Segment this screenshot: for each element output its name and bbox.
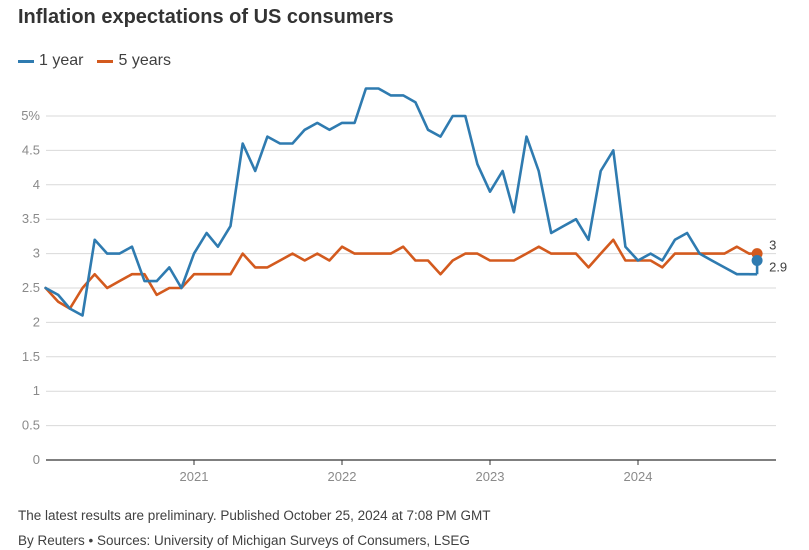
line-chart: 0 0.5 1 1.5 2 2.5 3 3.5 4 4.5 5% 2021 2022 2023 2024 3 2… <box>21 87 787 484</box>
end-label-1-year: 2.9 <box>769 259 787 274</box>
legend-swatch-1-year <box>18 59 34 63</box>
chart-legend: 1 year 5 years <box>18 52 185 70</box>
x-tick-label-2022: 2022 <box>328 469 357 484</box>
series-line-1-year <box>44 87 751 317</box>
chart-title: Inflation expectations of US consumers <box>18 6 394 28</box>
y-tick-label-8: 4 <box>33 177 40 192</box>
marker-1-year-latest <box>751 254 763 266</box>
y-tick-label-6: 3 <box>33 246 40 261</box>
legend-item-1-year: 1 year <box>18 52 83 70</box>
x-tick-label-2021: 2021 <box>180 469 209 484</box>
x-tick-label-2024: 2024 <box>624 469 653 484</box>
end-label-5-years: 3 <box>769 238 776 253</box>
y-tick-label-3: 1.5 <box>22 349 40 364</box>
footer-source: By Reuters • Sources: University of Mich… <box>18 533 470 548</box>
legend-label-5-years: 5 years <box>118 52 171 69</box>
x-tick-label-2023: 2023 <box>476 469 505 484</box>
y-tick-label-7: 3.5 <box>22 211 40 226</box>
y-tick-label-2: 1 <box>33 383 40 398</box>
y-tick-label-4: 2 <box>33 314 40 329</box>
legend-item-5-years: 5 years <box>97 52 171 70</box>
y-tick-label-5: 2.5 <box>22 280 40 295</box>
y-tick-label-9: 4.5 <box>22 142 40 157</box>
y-tick-label-1: 0.5 <box>22 418 40 433</box>
y-tick-label-0: 0 <box>33 452 40 467</box>
y-tick-label-10: 5% <box>21 108 40 123</box>
legend-swatch-5-years <box>97 59 114 63</box>
series-line-5-years <box>44 238 751 310</box>
legend-label-1-year: 1 year <box>39 52 84 69</box>
footer-note: The latest results are preliminary. Publ… <box>18 508 491 523</box>
